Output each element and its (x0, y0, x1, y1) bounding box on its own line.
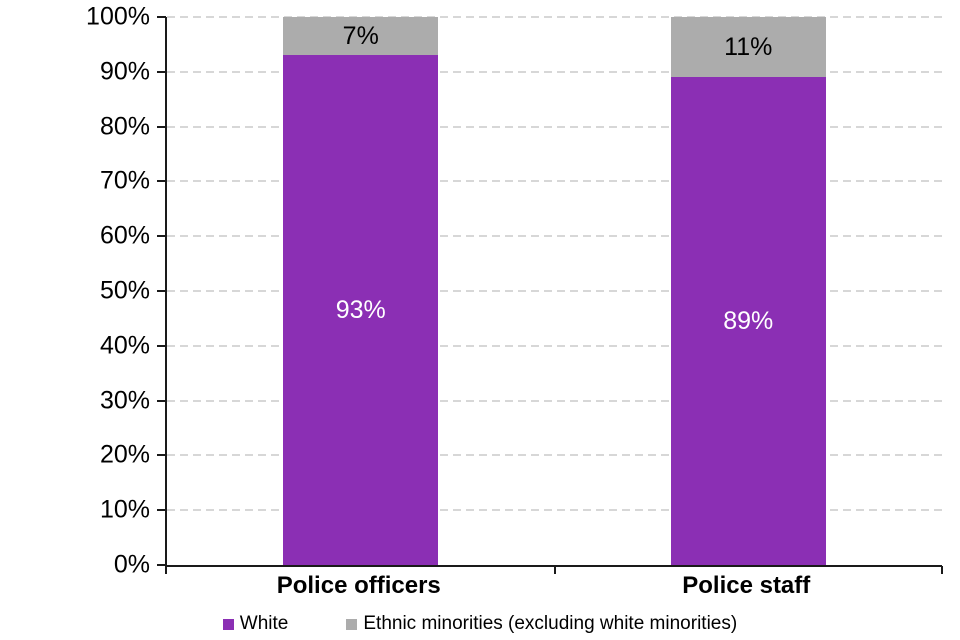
y-axis-label: 30% (99, 386, 150, 415)
y-axis-tick (157, 399, 166, 402)
x-axis-tick (165, 566, 167, 574)
segment-white: 93% (283, 55, 439, 565)
legend-item-white: White (222, 613, 289, 636)
category-label-police-staff: Police staff (682, 572, 811, 599)
gridline (167, 235, 942, 238)
data-label: 93% (335, 295, 386, 324)
gridline (167, 290, 942, 292)
y-axis-labels: 0% 10% 20% 30% 40% 50% 60% 70% 80% 90% 100% (0, 4, 150, 577)
y-axis-tick (157, 344, 166, 347)
gridline (167, 70, 942, 73)
y-axis-tick (157, 564, 166, 566)
data-label: 89% (723, 306, 774, 335)
plot-area: 93% 7% 89% 11% (157, 16, 943, 574)
gridline (167, 454, 942, 457)
data-label: 7% (342, 21, 379, 50)
y-axis-label: 10% (99, 495, 150, 524)
segment-white: 89% (670, 77, 826, 565)
y-axis-label: 50% (99, 276, 150, 305)
gridline (167, 344, 942, 347)
y-axis-tick (157, 70, 166, 73)
y-axis-tick (157, 235, 166, 238)
y-axis-tick (157, 180, 166, 183)
legend-swatch-ethnic-minorities-excluding-white-minorities (346, 618, 358, 630)
bar-police-staff: 89% 11% (670, 17, 826, 565)
y-axis-tick (157, 290, 166, 292)
gridline (167, 509, 942, 512)
gridline (167, 180, 942, 183)
bar-police-officers: 93% 7% (283, 17, 439, 565)
y-axis-label: 70% (99, 166, 150, 195)
y-axis-tick (157, 16, 166, 18)
y-axis-label: 40% (99, 331, 150, 360)
y-axis-tick (157, 125, 166, 128)
legend: White Ethnic minorities (excluding white … (0, 613, 960, 636)
data-label: 11% (724, 32, 773, 61)
y-axis-label: 80% (99, 112, 150, 141)
y-axis-tick (157, 454, 166, 457)
y-axis-label: 60% (99, 221, 150, 250)
y-axis-tick (157, 509, 166, 512)
legend-item-ethnic-minorities-excluding-white-minorities: Ethnic minorities (excluding white minor… (346, 613, 737, 636)
y-axis-label: 20% (99, 440, 150, 469)
category-label-police-officers: Police officers (276, 572, 441, 599)
y-axis-label: 100% (86, 2, 150, 31)
gridline (167, 399, 942, 402)
x-axis-tick (553, 566, 556, 574)
legend-swatch-white (222, 618, 234, 630)
legend-label: White (239, 613, 289, 634)
segment-ethnic-minorities-excluding-white-minorities: 7% (283, 17, 439, 56)
x-axis-tick (941, 566, 943, 574)
y-axis-label: 0% (113, 550, 150, 579)
gridline (167, 16, 942, 18)
gridline (167, 125, 942, 128)
segment-ethnic-minorities-excluding-white-minorities: 11% (670, 17, 826, 78)
legend-label: Ethnic minorities (excluding white minor… (363, 613, 738, 634)
y-axis-label: 90% (99, 57, 150, 86)
x-axis-labels: Police officers Police staff (165, 574, 940, 604)
